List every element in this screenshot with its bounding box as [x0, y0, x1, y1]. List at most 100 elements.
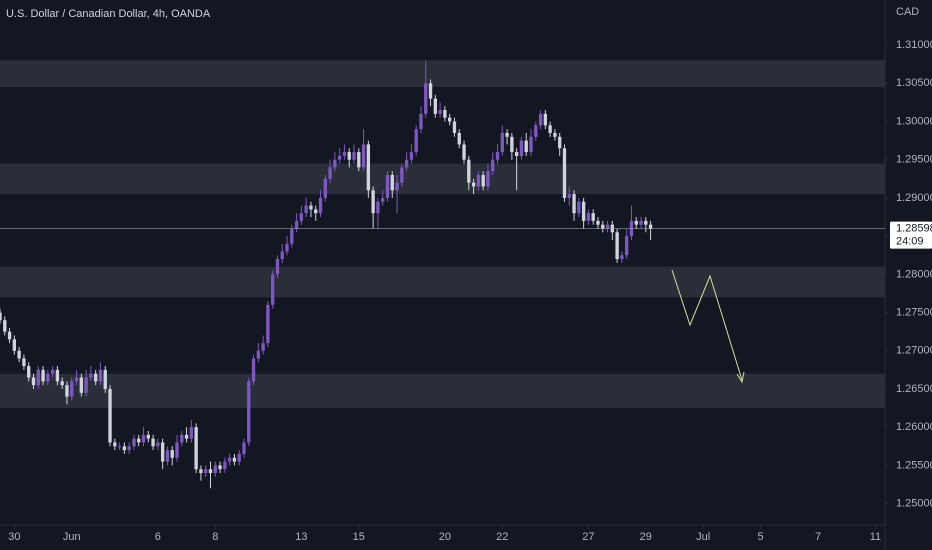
y-tick-label: 1.26000	[896, 421, 932, 433]
candle-body	[113, 442, 117, 447]
zones	[0, 60, 885, 409]
candle-body	[285, 243, 289, 252]
y-tick-label: 1.30000	[896, 115, 932, 127]
zone	[0, 60, 885, 88]
projection-arrow	[671, 269, 745, 384]
candle-body	[448, 117, 452, 122]
candle-body	[0, 312, 2, 321]
candle-body	[299, 213, 304, 221]
candle-body	[644, 220, 648, 225]
candle-body	[400, 167, 404, 183]
candle-body	[227, 457, 232, 462]
candle-body	[381, 197, 385, 202]
candle-body	[620, 255, 624, 260]
y-tick-label: 1.28000	[896, 268, 932, 280]
candle-body	[404, 159, 409, 168]
candle-body	[55, 369, 60, 382]
candle-body	[514, 152, 519, 156]
candle-body	[141, 434, 146, 443]
candle-body	[581, 201, 586, 221]
x-tick-label: 11	[870, 531, 881, 543]
candle-body	[127, 446, 131, 451]
candle-body	[165, 450, 170, 462]
candle-body	[256, 350, 260, 359]
x-tick-label: 22	[496, 531, 508, 543]
x-tick-label: Jul	[696, 531, 710, 543]
candle-body	[390, 175, 394, 191]
candle-body	[184, 434, 189, 439]
candle-body	[452, 121, 457, 133]
candle-body	[419, 113, 423, 130]
candle-body	[648, 224, 653, 229]
candle-body	[89, 373, 93, 378]
candle-body	[534, 125, 538, 137]
candle-body	[605, 224, 610, 229]
y-tick-label: 1.29000	[896, 192, 932, 204]
candle-body	[117, 446, 122, 448]
candle-body	[543, 113, 548, 126]
y-tick-label: 1.31000	[896, 39, 932, 51]
candle-body	[634, 220, 638, 225]
candle-body	[60, 381, 64, 386]
candle-body	[218, 465, 222, 470]
candle-body	[199, 469, 203, 474]
candle-body	[204, 469, 208, 474]
candle-body	[3, 320, 7, 332]
candle-body	[65, 385, 69, 397]
x-tick-label: 30	[8, 531, 20, 543]
candle-body	[409, 152, 414, 160]
candle-body	[266, 304, 270, 344]
zone	[0, 163, 885, 195]
candle-body	[237, 453, 241, 462]
y-tick-label: 1.30500	[896, 77, 932, 89]
projection-path	[671, 269, 743, 381]
candle-body	[170, 450, 174, 458]
candle-body	[591, 213, 595, 221]
chart-title: U.S. Dollar / Canadian Dollar, 4h, OANDA	[6, 8, 211, 20]
candle-body	[208, 469, 213, 474]
candle-body	[251, 358, 256, 382]
candle-body	[352, 152, 356, 160]
y-tick-label: 1.25500	[896, 459, 932, 471]
candle-body	[156, 442, 160, 447]
candle-body	[558, 136, 562, 149]
candle-body	[371, 190, 375, 214]
candle-body	[443, 110, 447, 118]
candle-body	[366, 144, 371, 191]
candle-body	[333, 159, 337, 168]
candle-body	[137, 438, 141, 443]
candle-body	[462, 144, 466, 160]
candle-body	[510, 136, 514, 153]
y-tick-label: 1.27000	[896, 345, 932, 357]
x-tick-label: 6	[155, 531, 161, 543]
candle-body	[108, 388, 112, 443]
x-tick-label: 27	[582, 531, 594, 543]
candle-body	[562, 148, 567, 198]
candle-body	[529, 136, 533, 153]
candle-body	[84, 377, 88, 393]
candle-body	[175, 442, 179, 458]
last-price-label: 1.28598	[896, 223, 932, 235]
candle-body	[122, 446, 127, 451]
x-tick-label: 13	[295, 531, 307, 543]
arrow-head	[736, 371, 745, 384]
candle-body	[247, 381, 251, 443]
candle-body	[50, 369, 55, 374]
candle-body	[347, 152, 351, 160]
candle-body	[476, 175, 481, 187]
candle-body	[22, 358, 26, 367]
candle-body	[471, 182, 476, 187]
candle-body	[428, 83, 433, 99]
candle-body	[318, 197, 323, 214]
candle-body	[376, 201, 380, 214]
candle-body	[213, 465, 217, 474]
candle-body	[46, 373, 50, 382]
candle-body	[31, 377, 36, 386]
zone	[0, 266, 885, 298]
candle-body	[290, 228, 294, 244]
candle-body	[567, 194, 571, 198]
candle-body	[314, 209, 318, 214]
candle-body	[275, 259, 280, 275]
candle-body	[495, 152, 500, 160]
